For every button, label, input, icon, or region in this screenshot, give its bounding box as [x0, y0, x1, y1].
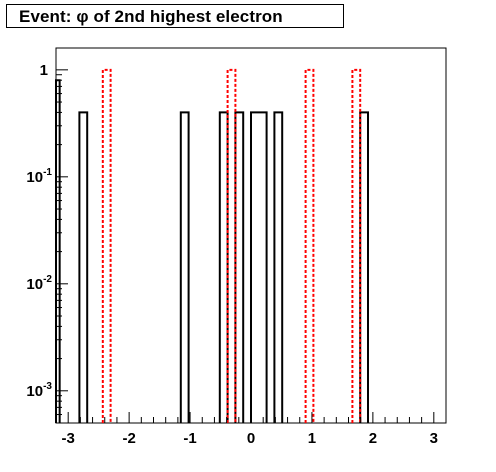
x-tick-label: -2	[122, 430, 135, 447]
histogram-bin	[218, 111, 229, 423]
histogram-bin	[179, 111, 190, 423]
histogram-bin	[78, 111, 89, 423]
y-tick-label: 10-3	[26, 381, 52, 400]
x-tick-label: -1	[183, 430, 196, 447]
x-tick-label: 2	[369, 430, 377, 447]
histogram-bin	[234, 111, 245, 423]
histogram-bin	[359, 111, 369, 423]
axis-layer: -3 -2 -1 0 1 2 3 10-3 10-2 10-1 1	[26, 62, 447, 447]
histogram-bin	[351, 68, 362, 423]
x-tick-label: 1	[308, 430, 316, 447]
series-dashed	[101, 68, 362, 423]
histogram-bin	[250, 111, 268, 423]
histogram-bin	[226, 68, 237, 423]
y-tick-label: 10-2	[26, 274, 52, 293]
series-layer	[55, 68, 369, 423]
title-box: Event: φ of 2nd highest electron	[6, 4, 344, 28]
x-tick-label: 0	[247, 430, 255, 447]
y-tick-label: 1	[40, 62, 48, 79]
y-tick-label: 10-1	[26, 167, 52, 186]
histogram-bin	[101, 68, 112, 423]
histogram-bin	[273, 111, 284, 423]
x-tick-label: 3	[430, 430, 438, 447]
x-tick-label: -3	[62, 430, 75, 447]
chart-title: Event: φ of 2nd highest electron	[19, 7, 283, 26]
histogram-bin	[304, 68, 315, 423]
